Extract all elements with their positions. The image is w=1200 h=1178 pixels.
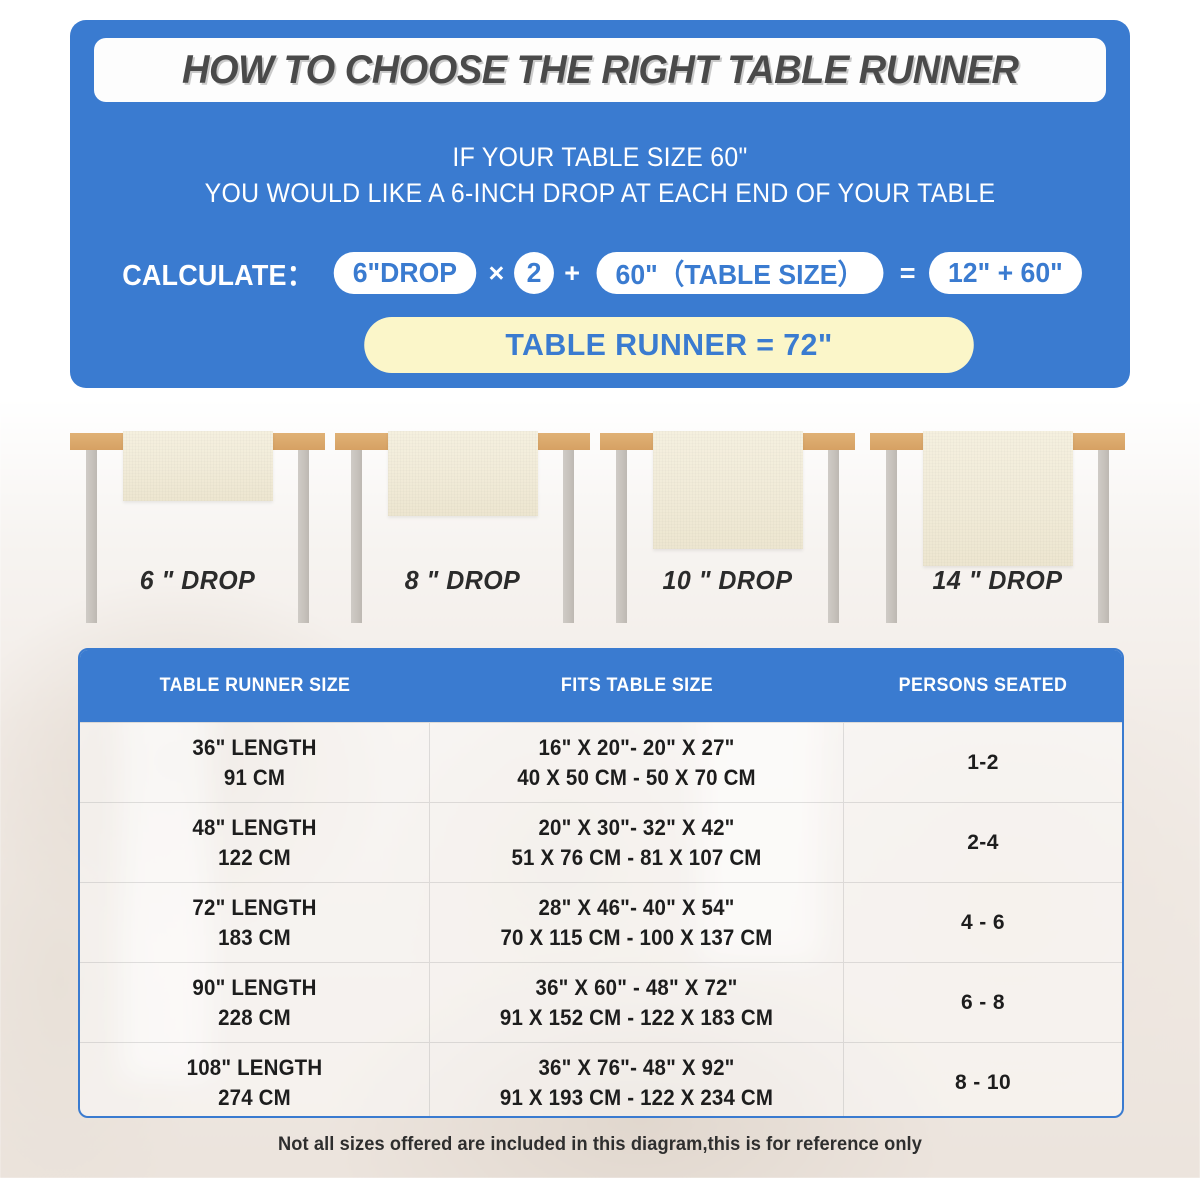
persons-seated-value: 6 - 8: [960, 990, 1006, 1014]
drop-illustration-10in: 10 " DROP: [600, 425, 855, 625]
cell-persons-seated: 8 - 10: [844, 1043, 1122, 1116]
page-title: HOW TO CHOOSE THE RIGHT TABLE RUNNER: [181, 47, 1019, 92]
calc-term-drop: 6"DROP: [333, 252, 476, 294]
persons-seated-value: 8 - 10: [954, 1070, 1012, 1094]
fits-inches: 36" X 60" - 48" X 72": [535, 975, 738, 1001]
cell-runner-size: 48" LENGTH 122 CM: [80, 803, 430, 882]
background-highlight: [120, 700, 210, 1080]
cell-fits-table-size: 36" X 60" - 48" X 72" 91 X 152 CM - 122 …: [430, 963, 844, 1042]
plus-operator-icon: +: [564, 257, 581, 288]
fits-cm: 70 X 115 CM - 100 X 137 CM: [500, 924, 773, 950]
table-row: 108" LENGTH 274 CM 36" X 76"- 48" X 92" …: [80, 1042, 1122, 1116]
drop-label: 8 " DROP: [404, 565, 521, 595]
runner-size-cm: 228 CM: [218, 1004, 291, 1030]
runner-size-cm: 274 CM: [218, 1084, 291, 1110]
drop-label: 6 " DROP: [139, 565, 256, 595]
drop-label: 14 " DROP: [932, 565, 1063, 595]
table-runner-cloth: [923, 431, 1073, 566]
column-header-fits-table-size: FITS TABLE SIZE: [560, 675, 714, 696]
table-row: 36" LENGTH 91 CM 16" X 20"- 20" X 27" 40…: [80, 722, 1122, 802]
subtitle-line-2: YOU WOULD LIKE A 6-INCH DROP AT EACH END…: [204, 178, 996, 208]
calc-term-sum: 12" + 60": [928, 252, 1082, 294]
table-leg-right: [298, 450, 309, 623]
cell-runner-size: 108" LENGTH 274 CM: [80, 1043, 430, 1116]
title-plate: HOW TO CHOOSE THE RIGHT TABLE RUNNER: [94, 38, 1106, 102]
size-chart-table: TABLE RUNNER SIZE FITS TABLE SIZE PERSON…: [78, 648, 1124, 1118]
calculation-row: CALCULATE： 6"DROP × 2 + 60"（TABLE SIZE） …: [70, 252, 1130, 294]
equals-operator-icon: =: [899, 257, 916, 288]
table-leg-right: [1098, 450, 1109, 623]
table-runner-cloth: [388, 431, 538, 516]
runner-size-inches: 36" LENGTH: [192, 735, 317, 761]
table-header-row: TABLE RUNNER SIZE FITS TABLE SIZE PERSON…: [80, 650, 1122, 722]
runner-size-inches: 48" LENGTH: [192, 815, 317, 841]
table-row: 72" LENGTH 183 CM 28" X 46"- 40" X 54" 7…: [80, 882, 1122, 962]
table-leg-left: [886, 450, 897, 623]
runner-size-cm: 122 CM: [218, 844, 291, 870]
drop-illustration-8in: 8 " DROP: [335, 425, 590, 625]
cell-fits-table-size: 20" X 30"- 32" X 42" 51 X 76 CM - 81 X 1…: [430, 803, 844, 882]
runner-size-inches: 72" LENGTH: [192, 895, 317, 921]
table-leg-right: [563, 450, 574, 623]
cell-fits-table-size: 36" X 76"- 48" X 92" 91 X 193 CM - 122 X…: [430, 1043, 844, 1116]
table-leg-left: [86, 450, 97, 623]
cell-persons-seated: 4 - 6: [844, 883, 1122, 962]
fits-cm: 40 X 50 CM - 50 X 70 CM: [517, 764, 756, 790]
hero-panel: HOW TO CHOOSE THE RIGHT TABLE RUNNER IF …: [70, 20, 1130, 388]
fits-inches: 20" X 30"- 32" X 42": [538, 815, 735, 841]
cell-runner-size: 36" LENGTH 91 CM: [80, 723, 430, 802]
subtitle-line-1: IF YOUR TABLE SIZE 60": [452, 142, 748, 172]
fits-inches: 28" X 46"- 40" X 54": [538, 895, 735, 921]
column-header-runner-size: TABLE RUNNER SIZE: [159, 675, 351, 696]
drop-label: 10 " DROP: [662, 565, 793, 595]
runner-size-cm: 183 CM: [218, 924, 291, 950]
table-leg-left: [351, 450, 362, 623]
fits-inches: 36" X 76"- 48" X 92": [538, 1055, 735, 1081]
table-leg-right: [828, 450, 839, 623]
column-header-persons-seated: PERSONS SEATED: [898, 675, 1068, 696]
result-pill: TABLE RUNNER = 72": [364, 317, 974, 373]
multiply-operator-icon: ×: [488, 257, 505, 288]
runner-size-inches: 90" LENGTH: [192, 975, 317, 1001]
table-row: 90" LENGTH 228 CM 36" X 60" - 48" X 72" …: [80, 962, 1122, 1042]
fits-cm: 91 X 152 CM - 122 X 183 CM: [499, 1004, 774, 1030]
persons-seated-value: 2-4: [967, 830, 999, 854]
cell-persons-seated: 2-4: [844, 803, 1122, 882]
fits-inches: 16" X 20"- 20" X 27": [538, 735, 735, 761]
calculate-label: CALCULATE：: [121, 260, 314, 292]
drop-illustrations: 6 " DROP 8 " DROP 10 " DROP 14 " DROP: [70, 425, 1130, 625]
table-row: 48" LENGTH 122 CM 20" X 30"- 32" X 42" 5…: [80, 802, 1122, 882]
drop-illustration-6in: 6 " DROP: [70, 425, 325, 625]
table-leg-left: [616, 450, 627, 623]
calc-term-table-size: 60"（TABLE SIZE）: [596, 252, 884, 294]
table-runner-cloth: [123, 431, 273, 501]
drop-illustration-14in: 14 " DROP: [870, 425, 1125, 625]
footnote-disclaimer: Not all sizes offered are included in th…: [278, 1134, 922, 1155]
cell-fits-table-size: 16" X 20"- 20" X 27" 40 X 50 CM - 50 X 7…: [430, 723, 844, 802]
cell-runner-size: 90" LENGTH 228 CM: [80, 963, 430, 1042]
runner-size-cm: 91 CM: [223, 764, 286, 790]
cell-persons-seated: 1-2: [844, 723, 1122, 802]
table-runner-cloth: [653, 431, 803, 549]
calc-term-multiplier: 2: [514, 252, 555, 294]
persons-seated-value: 4 - 6: [960, 910, 1006, 934]
fits-cm: 91 X 193 CM - 122 X 234 CM: [499, 1084, 774, 1110]
cell-fits-table-size: 28" X 46"- 40" X 54" 70 X 115 CM - 100 X…: [430, 883, 844, 962]
cell-runner-size: 72" LENGTH 183 CM: [80, 883, 430, 962]
fits-cm: 51 X 76 CM - 81 X 107 CM: [511, 844, 762, 870]
cell-persons-seated: 6 - 8: [844, 963, 1122, 1042]
persons-seated-value: 1-2: [967, 750, 999, 774]
runner-size-inches: 108" LENGTH: [186, 1055, 323, 1081]
